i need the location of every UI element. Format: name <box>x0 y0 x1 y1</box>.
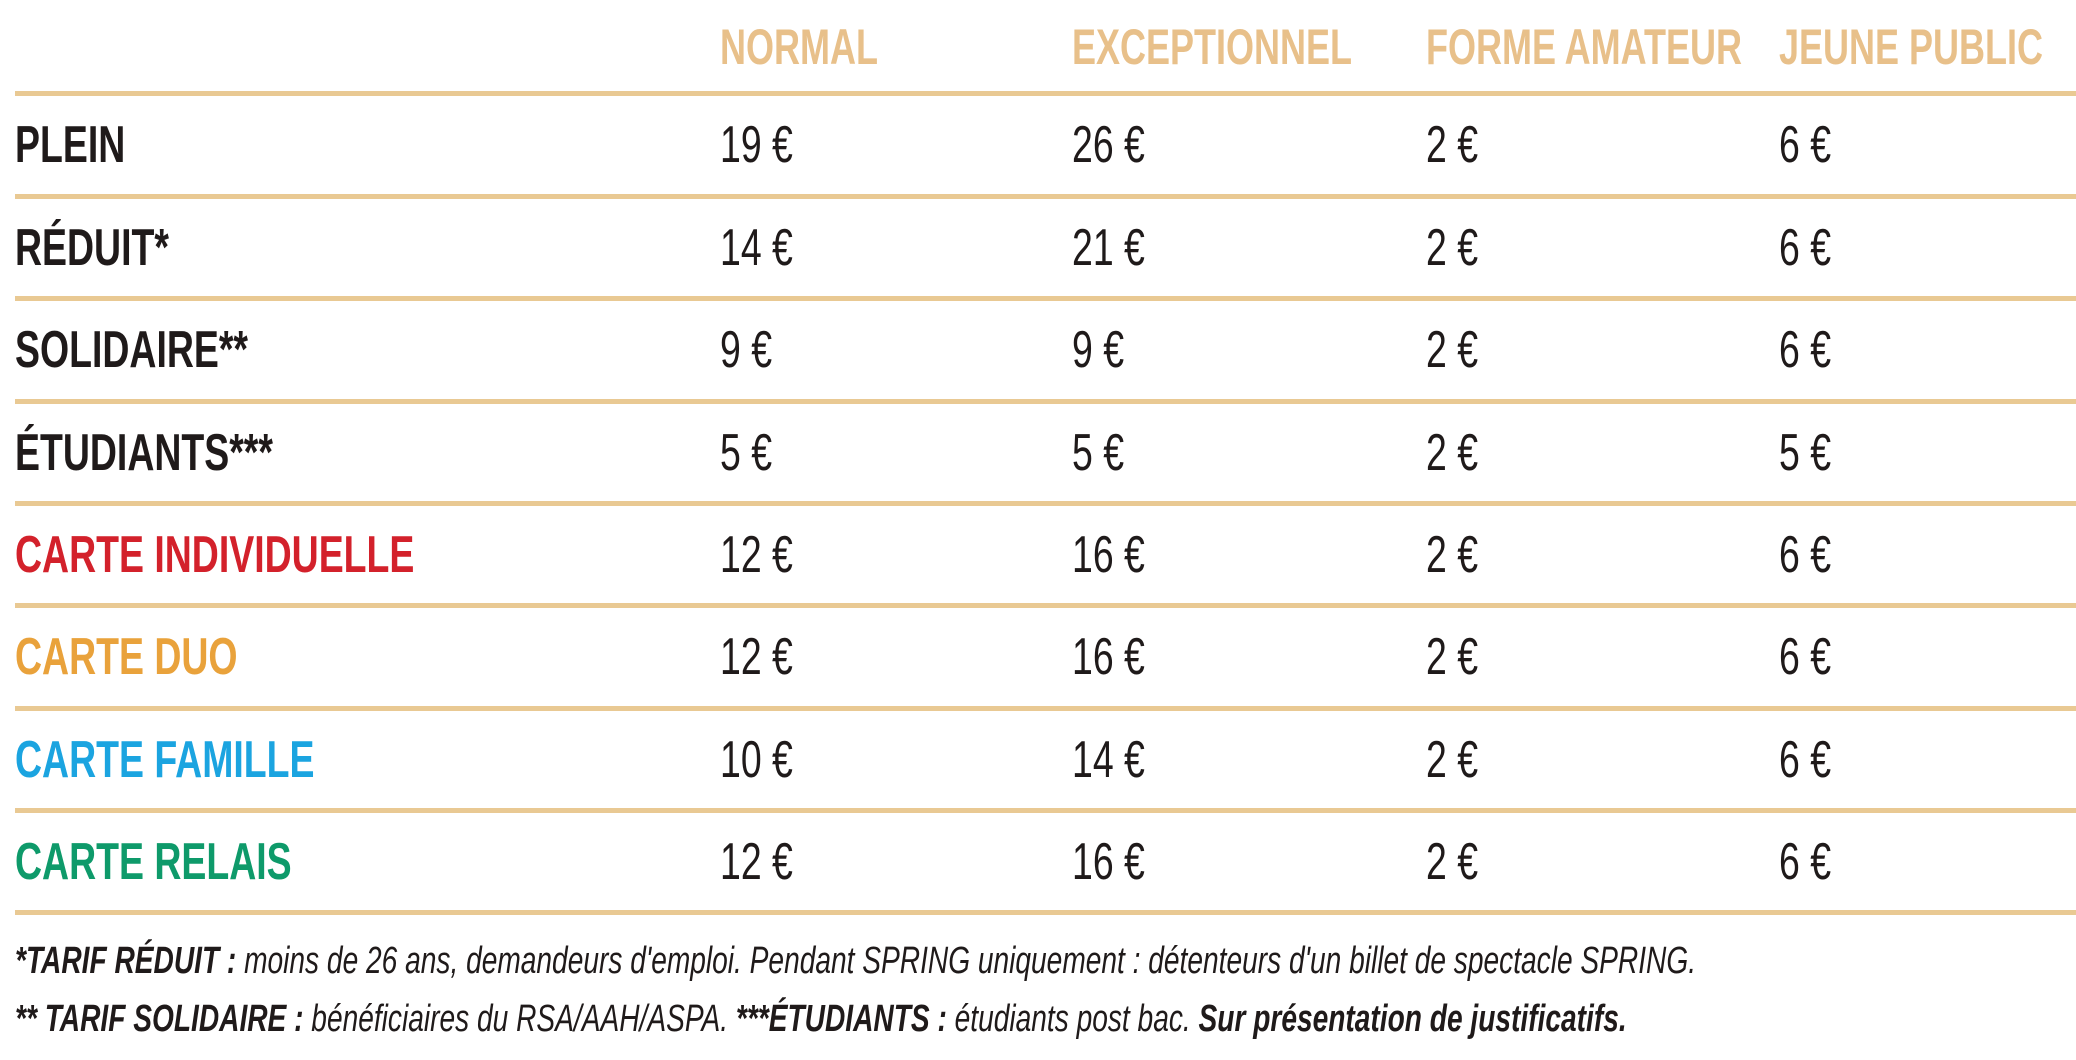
price-forme-amateur: 2 € <box>1426 424 1479 482</box>
table-row: SOLIDAIRE** 9 € 9 € 2 € 6 € <box>0 301 2076 398</box>
price-exceptionnel: 16 € <box>1072 526 1145 584</box>
price-jeune-public: 6 € <box>1779 731 1832 789</box>
footnote-solidaire-etudiants: ** TARIF SOLIDAIRE : bénéficiaires du RS… <box>15 998 1627 1040</box>
divider <box>15 910 2076 915</box>
price-jeune-public: 6 € <box>1779 219 1832 277</box>
column-header-forme-amateur: FORME AMATEUR <box>1426 19 1742 75</box>
price-forme-amateur: 2 € <box>1426 833 1479 891</box>
price-normal: 12 € <box>720 628 793 686</box>
price-forme-amateur: 2 € <box>1426 116 1479 174</box>
price-normal: 12 € <box>720 526 793 584</box>
row-label-carte-relais: CARTE RELAIS <box>15 833 292 891</box>
table-row: CARTE RELAIS 12 € 16 € 2 € 6 € <box>0 813 2076 910</box>
price-exceptionnel: 9 € <box>1072 321 1125 379</box>
table-row: ÉTUDIANTS*** 5 € 5 € 2 € 5 € <box>0 404 2076 501</box>
price-normal: 19 € <box>720 116 793 174</box>
divider <box>15 808 2076 813</box>
footnotes: *TARIF RÉDUIT : moins de 26 ans, demande… <box>15 932 2075 1048</box>
footnote-reduit: *TARIF RÉDUIT : moins de 26 ans, demande… <box>15 940 1697 982</box>
price-forme-amateur: 2 € <box>1426 628 1479 686</box>
table-row: CARTE FAMILLE 10 € 14 € 2 € 6 € <box>0 711 2076 808</box>
row-label-solidaire: SOLIDAIRE** <box>15 321 248 379</box>
table-row: RÉDUIT* 14 € 21 € 2 € 6 € <box>0 199 2076 296</box>
divider <box>15 603 2076 608</box>
divider <box>15 91 2076 96</box>
price-normal: 9 € <box>720 321 773 379</box>
price-exceptionnel: 14 € <box>1072 731 1145 789</box>
divider <box>15 706 2076 711</box>
price-jeune-public: 6 € <box>1779 628 1832 686</box>
price-normal: 10 € <box>720 731 793 789</box>
table-row: PLEIN 19 € 26 € 2 € 6 € <box>0 96 2076 193</box>
price-normal: 5 € <box>720 424 773 482</box>
divider <box>15 296 2076 301</box>
table-header: NORMAL EXCEPTIONNEL FORME AMATEUR JEUNE … <box>0 0 2076 93</box>
column-header-exceptionnel: EXCEPTIONNEL <box>1072 19 1353 75</box>
price-normal: 12 € <box>720 833 793 891</box>
price-jeune-public: 6 € <box>1779 321 1832 379</box>
table-row: CARTE DUO 12 € 16 € 2 € 6 € <box>0 608 2076 705</box>
column-header-jeune-public: JEUNE PUBLIC <box>1779 19 2044 75</box>
row-label-carte-famille: CARTE FAMILLE <box>15 731 315 789</box>
row-label-carte-individuelle: CARTE INDIVIDUELLE <box>15 526 415 584</box>
column-header-normal: NORMAL <box>720 19 878 75</box>
price-exceptionnel: 26 € <box>1072 116 1145 174</box>
row-label-carte-duo: CARTE DUO <box>15 628 238 686</box>
price-forme-amateur: 2 € <box>1426 219 1479 277</box>
table-row: CARTE INDIVIDUELLE 12 € 16 € 2 € 6 € <box>0 506 2076 603</box>
price-exceptionnel: 16 € <box>1072 628 1145 686</box>
price-normal: 14 € <box>720 219 793 277</box>
price-exceptionnel: 21 € <box>1072 219 1145 277</box>
row-label-plein: PLEIN <box>15 116 126 174</box>
price-forme-amateur: 2 € <box>1426 526 1479 584</box>
divider <box>15 399 2076 404</box>
price-forme-amateur: 2 € <box>1426 321 1479 379</box>
row-label-etudiants: ÉTUDIANTS*** <box>15 424 273 482</box>
divider <box>15 501 2076 506</box>
price-jeune-public: 6 € <box>1779 833 1832 891</box>
price-jeune-public: 6 € <box>1779 526 1832 584</box>
price-jeune-public: 6 € <box>1779 116 1832 174</box>
price-forme-amateur: 2 € <box>1426 731 1479 789</box>
divider <box>15 194 2076 199</box>
price-exceptionnel: 16 € <box>1072 833 1145 891</box>
row-label-reduit: RÉDUIT* <box>15 219 169 277</box>
price-jeune-public: 5 € <box>1779 424 1832 482</box>
price-exceptionnel: 5 € <box>1072 424 1125 482</box>
